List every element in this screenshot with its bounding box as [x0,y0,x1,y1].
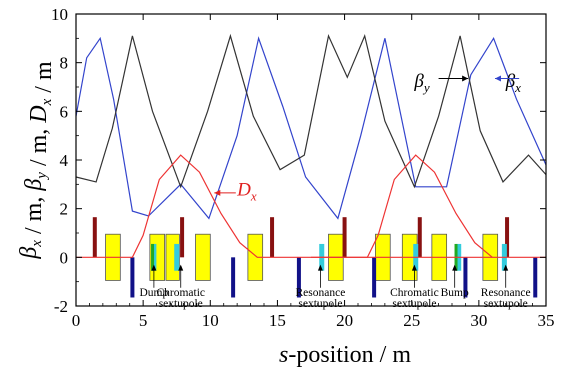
focusing-quadrupole [505,217,510,258]
curve-label: Dx [236,179,257,203]
annotation-label: sextupole [298,298,342,310]
annotation-arrowhead [452,264,458,271]
x-tick-label: 20 [336,311,353,330]
annotation-arrowhead [317,264,323,271]
defocusing-quadrupole [372,257,377,298]
focusing-quadrupole [417,217,422,258]
curve-label-arrowhead [214,189,221,196]
x-tick-label: 5 [139,311,148,330]
annotation-label: sextupole [392,298,436,310]
x-tick-label: 30 [470,311,487,330]
y-tick-label: 4 [60,151,69,170]
y-tick-label: 8 [60,54,69,73]
focusing-quadrupole [342,217,347,258]
defocusing-quadrupole [296,257,301,298]
x-tick-label: 25 [403,311,420,330]
annotation-label: Bump [441,287,469,299]
series-beta_x-line [75,36,547,220]
bump-magnet [151,243,155,271]
annotation-label: Chromatic [156,287,205,299]
focusing-quadrupole [92,217,97,258]
curves-layer [75,33,547,258]
x-tick-label: 35 [538,311,555,330]
annotation-arrowhead [178,264,184,271]
x-tick-label: 0 [72,311,81,330]
defocusing-quadrupole [463,257,468,298]
x-tick-label: 15 [269,311,286,330]
annotation-label: sextupole [159,298,203,310]
annotation-arrowhead [411,264,417,271]
x-axis-title: s-position / m [279,342,411,368]
curve-label-arrowhead [462,75,469,82]
dipole-magnet [195,233,211,281]
defocusing-quadrupole [231,257,236,298]
y-tick-label: -2 [54,297,68,316]
x-tick-label: 10 [202,311,219,330]
sextupole-magnet [174,243,180,271]
annotation-label: Chromatic [390,287,439,299]
focusing-quadrupole [180,217,185,258]
series-D_x-line-2 [311,154,493,258]
series-D_x-line [76,154,546,258]
y-tick-label: 2 [60,200,69,219]
annotation-label: Dump [140,287,169,299]
curve-label-arrowhead [494,75,501,82]
annotation-layer: βy βxDxDumpChromaticsextupoleResonancesex… [140,71,531,310]
annotation-label: sextupole [484,298,528,310]
annotation-arrowhead [151,264,157,271]
defocusing-quadrupole [130,257,135,298]
y-tick-label: 10 [51,5,68,24]
focusing-quadrupole [270,217,275,258]
defocusing-quadrupole [533,257,538,298]
plot-frame [75,13,547,307]
annotation-arrowhead [503,264,509,271]
y-axis-title: βx / m, βy / m, Dx / m [16,61,57,260]
annotation-label: Resonance [295,287,345,299]
annotation-label: Resonance [481,287,531,299]
curve-label: βx [505,71,521,95]
series-beta_y-line [75,33,547,189]
y-tick-label: 6 [60,102,69,121]
curve-label: βy [413,71,429,95]
y-tick-label: 0 [60,248,69,267]
